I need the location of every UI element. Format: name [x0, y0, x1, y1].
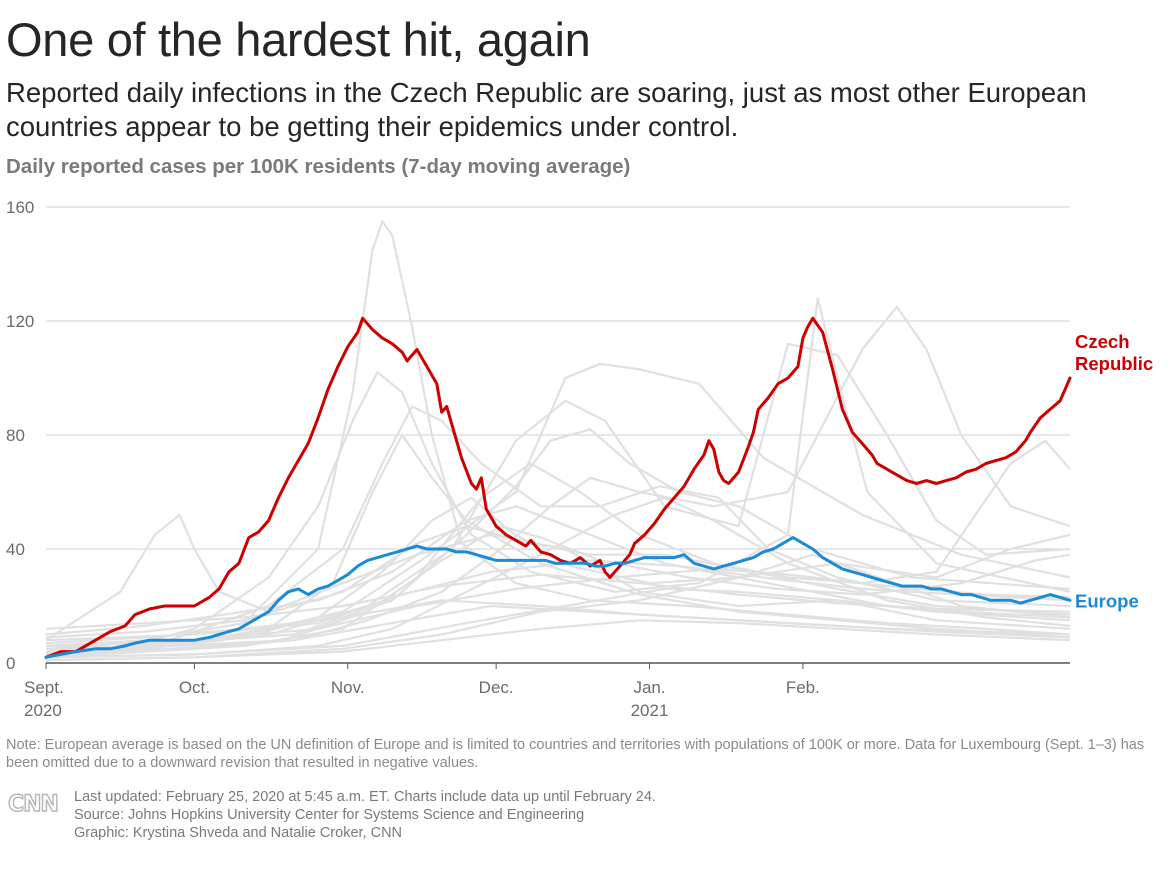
country-line [45, 433, 1071, 653]
europe-line [44, 536, 1072, 659]
y-tick-label: 160 [6, 198, 34, 217]
page-subtitle: Reported daily infections in the Czech R… [6, 77, 1087, 142]
line-chart: 0 40 80 120 160 Sept. 2020 Oct. Nov. Dec. Jan. 2021… [6, 198, 1153, 720]
last-updated: Last updated: February 25, 2020 at 5:45 … [74, 789, 656, 805]
chart-footer: Last updated: February 25, 2020 at 5:45 … [74, 788, 656, 842]
country-line [45, 525, 1071, 639]
y-tick-label: 40 [6, 540, 25, 559]
y-tick-label: 0 [6, 654, 15, 673]
background-country-lines [45, 220, 1071, 662]
cnn-logo: CNN [7, 791, 59, 817]
page-title: One of the hardest hit, again [6, 13, 591, 66]
gridlines [46, 206, 1070, 664]
country-line [45, 513, 1071, 642]
chart-note: Note: European average is based on the U… [6, 737, 1145, 771]
x-tick-label: Feb. [786, 678, 820, 697]
country-line [45, 297, 1071, 656]
country-line [45, 525, 1071, 653]
czech-republic-label: Republic [1075, 353, 1153, 374]
x-tick-sublabel: 2020 [24, 701, 62, 720]
x-tick-sublabel: 2021 [631, 701, 669, 720]
x-tick-label: Nov. [331, 678, 365, 697]
y-tick-label: 120 [6, 312, 34, 331]
source-credit: Source: Johns Hopkins University Center … [74, 807, 585, 823]
x-tick-label: Sept. [24, 678, 64, 697]
country-line [45, 496, 1071, 656]
axes: 0 40 80 120 160 Sept. 2020 Oct. Nov. Dec. Jan. 2021… [6, 198, 820, 720]
country-line [45, 619, 1071, 662]
graphic-credit: Graphic: Krystina Shveda and Natalie Cro… [74, 825, 403, 841]
country-line [45, 405, 1071, 650]
europe-label: Europe [1075, 590, 1139, 611]
highlighted-lines [44, 316, 1072, 659]
country-line [45, 220, 1071, 647]
country-line [45, 496, 1071, 659]
chart-label: Daily reported cases per 100K residents … [6, 155, 631, 178]
x-tick-label: Oct. [179, 678, 210, 697]
x-tick-label: Dec. [479, 678, 514, 697]
czech-republic-label: Czech [1075, 331, 1130, 352]
y-tick-label: 80 [6, 426, 25, 445]
country-line [45, 533, 1071, 662]
country-line [45, 587, 1071, 659]
x-tick-label: Jan. [633, 678, 665, 697]
country-line [45, 567, 1071, 647]
